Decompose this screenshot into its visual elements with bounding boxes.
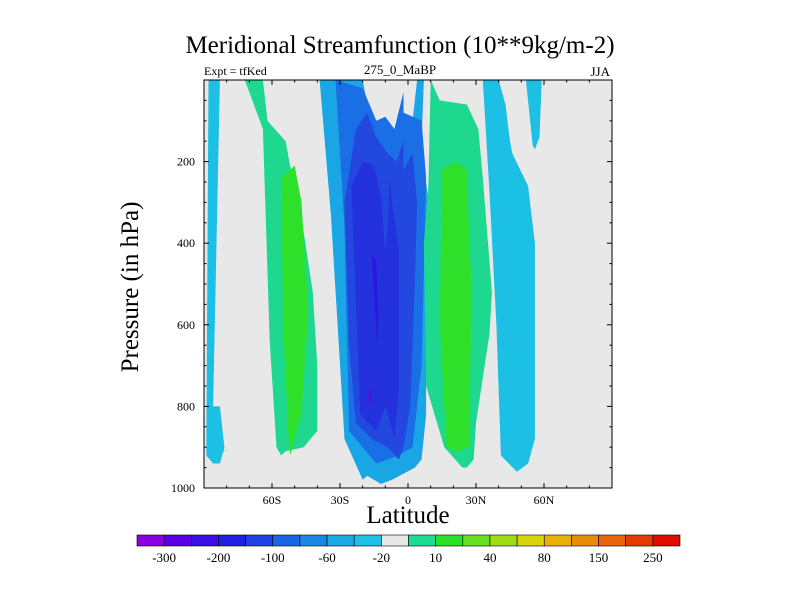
y-tick-label-2: 600 — [177, 318, 195, 332]
colorbar-box-7 — [326, 534, 355, 547]
contour-region-13 — [525, 80, 542, 150]
period-label: 275_0_MaBP — [363, 62, 437, 77]
colorbar-box-10 — [408, 534, 436, 547]
contour-region-1 — [206, 406, 225, 464]
colorbar-box-14 — [516, 534, 545, 547]
chart-title: Meridional Streamfunction (10**9kg/m-2) — [185, 32, 615, 59]
contour-region-0 — [206, 80, 225, 452]
colorbar: -300 -200 -100 -60 -20 10 40 80 150 250 — [136, 534, 681, 565]
colorbar-label-7: 80 — [538, 550, 551, 565]
colorbar-box-18 — [625, 534, 654, 547]
x-tick-label-2: 0 — [405, 493, 411, 507]
y-axis-title: Pressure (in hPa) — [117, 201, 144, 373]
colorbar-label-3: -60 — [318, 550, 335, 565]
x-axis: 60S 30S 0 30N 60N — [203, 80, 613, 507]
contour-region-9 — [368, 390, 372, 403]
colorbar-box-4 — [245, 534, 274, 547]
colorbar-label-9: 250 — [643, 550, 663, 565]
contour-region-12 — [482, 80, 535, 472]
season-label: JJA — [590, 64, 610, 79]
colorbar-box-15 — [543, 534, 572, 547]
y-tick-label-3: 800 — [177, 399, 195, 413]
x-tick-label-4: 60N — [534, 493, 555, 507]
y-tick-label-1: 400 — [177, 236, 195, 250]
x-tick-label-3: 30N — [466, 493, 487, 507]
colorbar-box-5 — [272, 534, 301, 547]
colorbar-box-0 — [136, 534, 165, 547]
colorbar-box-9 — [381, 534, 409, 547]
colorbar-box-1 — [163, 534, 192, 547]
contour-fills — [206, 80, 542, 484]
x-tick-label-0: 60S — [263, 493, 282, 507]
colorbar-label-5: 10 — [429, 550, 442, 565]
colorbar-box-2 — [191, 534, 219, 547]
colorbar-label-6: 40 — [483, 550, 496, 565]
colorbar-box-16 — [571, 534, 599, 547]
experiment-label: Expt = tfKed — [204, 64, 267, 78]
colorbar-label-4: -20 — [373, 550, 390, 565]
colorbar-box-19 — [652, 534, 681, 547]
colorbar-box-8 — [353, 534, 382, 547]
contour-region-11 — [439, 161, 472, 452]
y-tick-label-4: 1000 — [171, 481, 195, 495]
colorbar-label-1: -200 — [207, 550, 231, 565]
colorbar-box-6 — [299, 534, 328, 547]
x-axis-title: Latitude — [366, 502, 450, 529]
colorbar-box-13 — [489, 534, 518, 547]
colorbar-box-3 — [218, 534, 246, 547]
x-tick-label-1: 30S — [331, 493, 350, 507]
contour-region-3 — [281, 165, 309, 456]
colorbar-label-8: 150 — [589, 550, 609, 565]
colorbar-label-0: -300 — [152, 550, 176, 565]
y-tick-label-0: 200 — [177, 155, 195, 169]
colorbar-box-17 — [598, 534, 626, 547]
colorbar-box-12 — [462, 534, 491, 547]
colorbar-box-11 — [435, 534, 464, 547]
y-axis: 200 400 600 800 1000 — [171, 99, 612, 495]
colorbar-label-2: -100 — [261, 550, 285, 565]
contour-region-8 — [371, 255, 379, 346]
